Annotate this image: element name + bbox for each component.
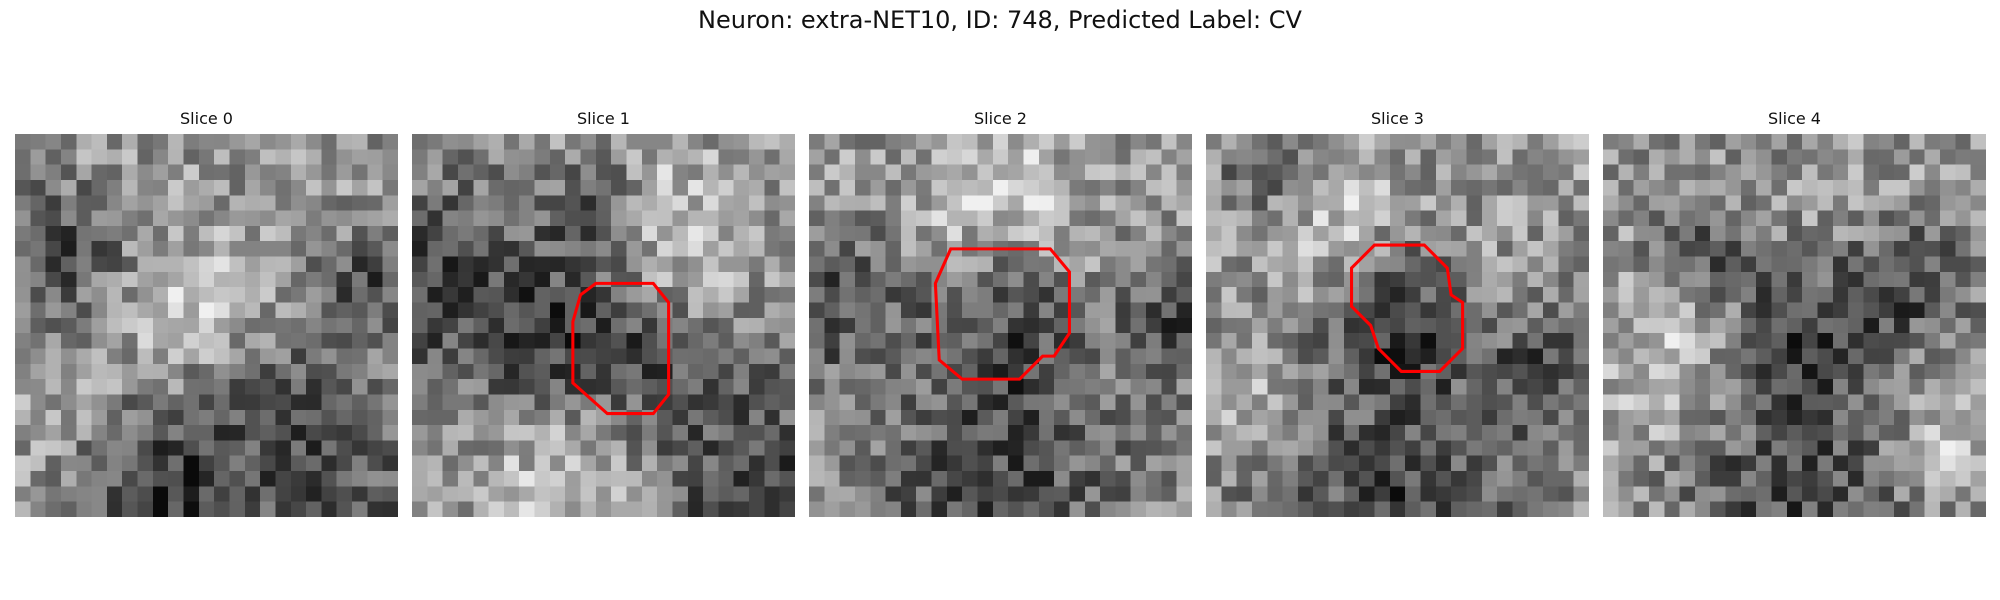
grayscale-slice-image	[1206, 134, 1589, 517]
slice-title: Slice 0	[180, 109, 233, 128]
slice-panel-1: Slice 1	[412, 108, 795, 517]
slice-panel-0: Slice 0	[15, 108, 398, 517]
slice-panel-4: Slice 4	[1603, 108, 1986, 517]
slice-panel-3: Slice 3	[1206, 108, 1589, 517]
slice-image-container	[1206, 134, 1589, 517]
slice-panel-2: Slice 2	[809, 108, 1192, 517]
slice-title: Slice 3	[1371, 109, 1424, 128]
slice-image-container	[15, 134, 398, 517]
slice-title: Slice 2	[974, 109, 1027, 128]
grayscale-slice-image	[809, 134, 1192, 517]
slice-image-container	[412, 134, 795, 517]
slice-image-container	[809, 134, 1192, 517]
slice-title: Slice 1	[577, 109, 630, 128]
grayscale-slice-image	[412, 134, 795, 517]
grayscale-slice-image	[1603, 134, 1986, 517]
slice-title: Slice 4	[1768, 109, 1821, 128]
slice-image-container	[1603, 134, 1986, 517]
grayscale-slice-image	[15, 134, 398, 517]
figure-title: Neuron: extra-NET10, ID: 748, Predicted …	[698, 6, 1302, 34]
